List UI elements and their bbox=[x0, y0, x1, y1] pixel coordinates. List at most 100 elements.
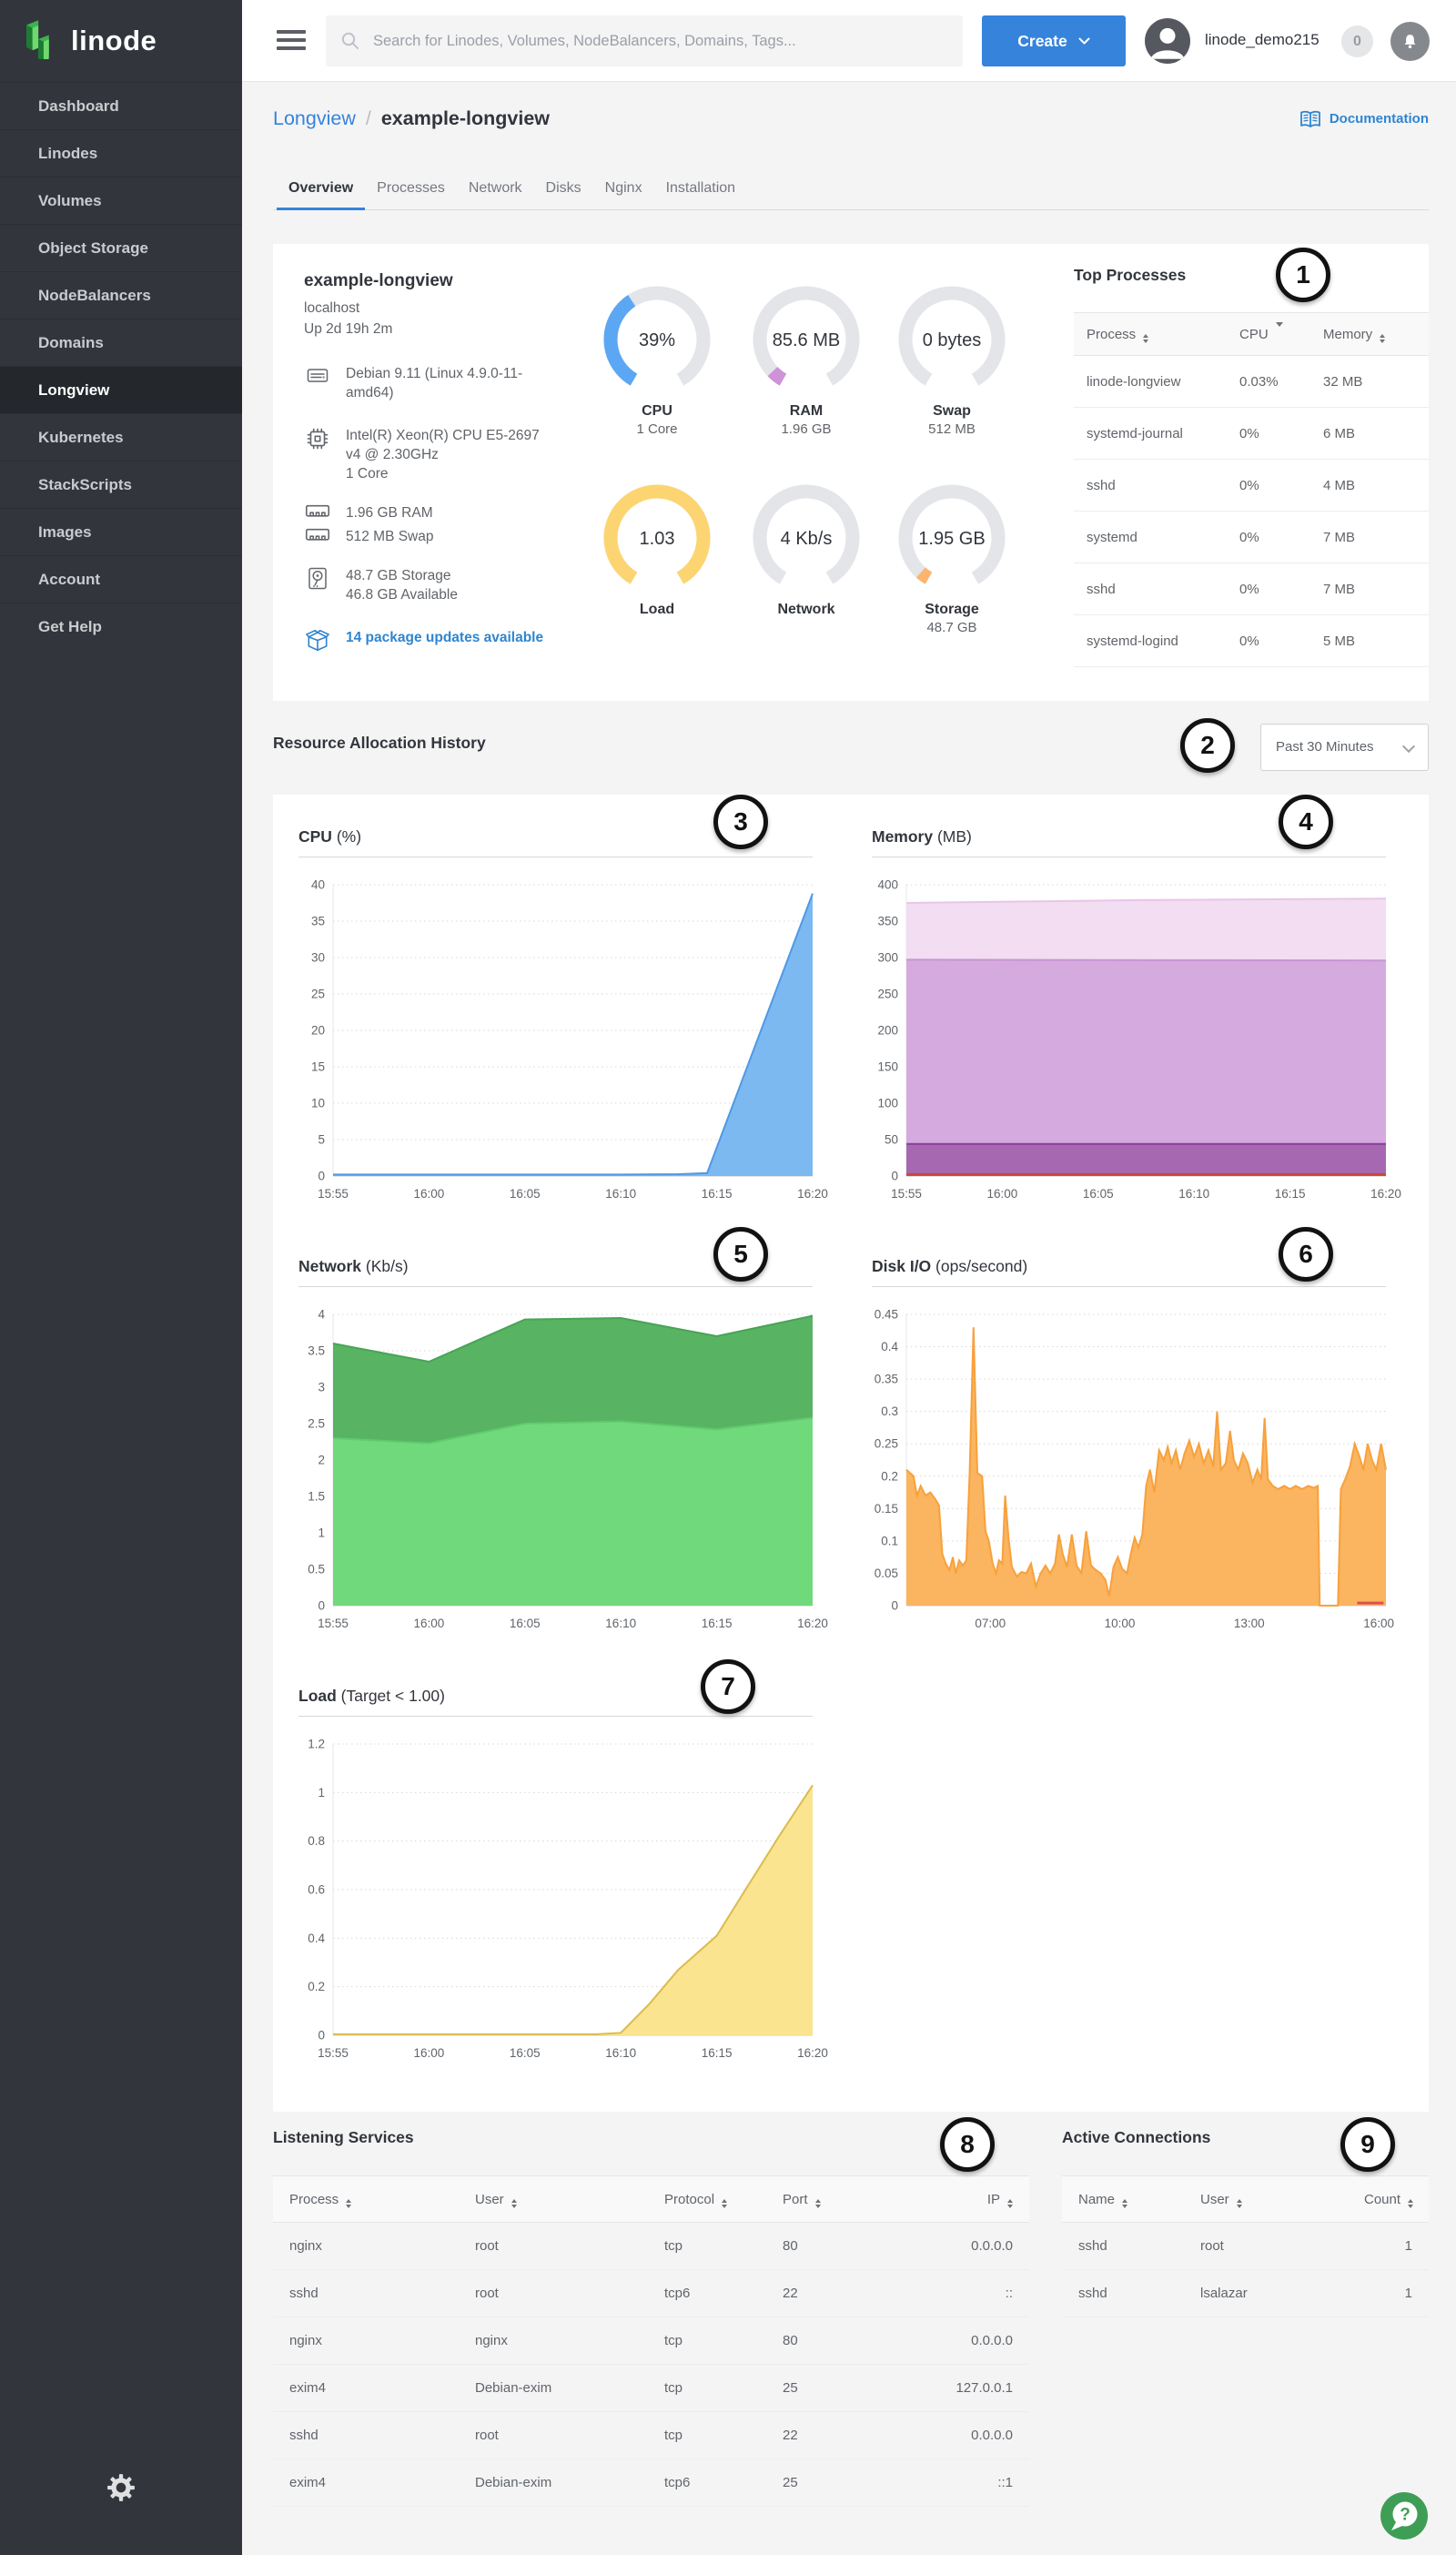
svg-text:16:05: 16:05 bbox=[510, 2046, 541, 2060]
column-header-cpu[interactable]: CPU bbox=[1227, 321, 1310, 342]
top-processes-title: Top Processes bbox=[1074, 266, 1187, 284]
table-cell: root bbox=[475, 2286, 499, 2301]
column-header-name[interactable]: Name bbox=[1062, 2191, 1184, 2208]
column-header-port[interactable]: Port bbox=[766, 2191, 875, 2208]
linode-logo[interactable]: linode bbox=[0, 0, 242, 82]
table-cell: 22 bbox=[783, 2286, 798, 2301]
column-header-process[interactable]: Process bbox=[1074, 326, 1227, 343]
column-header-process[interactable]: Process bbox=[273, 2191, 459, 2208]
tab-nginx[interactable]: Nginx bbox=[604, 180, 642, 196]
svg-text:16:15: 16:15 bbox=[1275, 1187, 1306, 1201]
table-cell: nginx bbox=[475, 2333, 508, 2348]
tab-processes[interactable]: Processes bbox=[377, 180, 445, 196]
table-row: sshd root tcp 22 0.0.0.0 bbox=[273, 2412, 1029, 2459]
create-button[interactable]: Create bbox=[982, 15, 1126, 66]
sidebar-item-longview[interactable]: Longview bbox=[0, 366, 242, 413]
table-row: sshd 0% 7 MB bbox=[1074, 563, 1429, 615]
svg-text:0.5: 0.5 bbox=[308, 1563, 325, 1577]
svg-text:25: 25 bbox=[311, 988, 325, 1001]
svg-text:0.4: 0.4 bbox=[308, 1931, 325, 1945]
svg-text:0.25: 0.25 bbox=[875, 1437, 898, 1451]
package-updates-link[interactable]: 14 package updates available bbox=[346, 630, 544, 645]
chevron-down-icon bbox=[1078, 37, 1090, 44]
sidebar-item-stackscripts[interactable]: StackScripts bbox=[0, 461, 242, 508]
listening-services-section: Process User Protocol Port IP nginx root tcp 80 0… bbox=[273, 2148, 1029, 2507]
series-load bbox=[333, 1785, 813, 2035]
gauge-sub: 512 MB bbox=[928, 421, 976, 437]
spec-row: 1.96 GB RAM bbox=[304, 503, 632, 522]
table-cell: 25 bbox=[783, 2475, 798, 2490]
gauge-network: 4 Kb/s Network bbox=[738, 480, 875, 619]
sidebar-item-get-help[interactable]: Get Help bbox=[0, 603, 242, 650]
tab-network[interactable]: Network bbox=[468, 180, 522, 196]
spec-text: 48.7 GB Storage 46.8 GB Available bbox=[346, 568, 458, 603]
table-cell: sshd bbox=[1087, 477, 1116, 493]
svg-text:3: 3 bbox=[318, 1381, 325, 1394]
help-button[interactable]: ? bbox=[1378, 2489, 1431, 2542]
table-cell: 0% bbox=[1239, 477, 1259, 493]
sidebar-item-account[interactable]: Account bbox=[0, 555, 242, 603]
svg-text:1: 1 bbox=[318, 1786, 325, 1800]
table-cell: 0% bbox=[1239, 633, 1259, 649]
sidebar-item-dashboard[interactable]: Dashboard bbox=[0, 82, 242, 129]
table-row: sshd 0% 4 MB bbox=[1074, 460, 1429, 512]
table-cell: 0.0.0.0 bbox=[971, 2333, 1013, 2348]
settings-gear-icon[interactable] bbox=[106, 2473, 136, 2502]
sidebar-item-images[interactable]: Images bbox=[0, 508, 242, 555]
table-cell: 7 MB bbox=[1323, 581, 1356, 597]
table-cell: 32 MB bbox=[1323, 373, 1363, 390]
tab-disks[interactable]: Disks bbox=[545, 180, 581, 196]
chart-title: CPU (%) bbox=[298, 827, 362, 846]
notifications-bell-icon[interactable] bbox=[1390, 22, 1430, 61]
sidebar-item-nodebalancers[interactable]: NodeBalancers bbox=[0, 271, 242, 319]
sidebar-item-domains[interactable]: Domains bbox=[0, 319, 242, 366]
svg-text:16:20: 16:20 bbox=[1370, 1187, 1401, 1201]
ram-icon bbox=[304, 503, 331, 519]
sort-icon bbox=[814, 2191, 821, 2208]
sidebar-item-linodes[interactable]: Linodes bbox=[0, 129, 242, 177]
user-avatar[interactable] bbox=[1145, 18, 1190, 64]
column-header-protocol[interactable]: Protocol bbox=[648, 2191, 766, 2208]
table-cell: sshd bbox=[1087, 581, 1116, 597]
spec-text: Debian 9.11 (Linux 4.9.0-11- amd64) bbox=[346, 366, 523, 400]
svg-text:16:05: 16:05 bbox=[510, 1617, 541, 1630]
table-cell: :: bbox=[1005, 2286, 1013, 2301]
table-cell: 1 bbox=[1404, 2238, 1412, 2254]
gauge-swap: 0 bytes Swap 512 MB bbox=[884, 281, 1020, 439]
breadcrumb-longview-link[interactable]: Longview bbox=[273, 107, 356, 129]
annotation-3: 3 bbox=[713, 795, 768, 849]
table-cell: lsalazar bbox=[1200, 2286, 1248, 2301]
hamburger-menu-icon[interactable] bbox=[277, 30, 306, 55]
sidebar-item-volumes[interactable]: Volumes bbox=[0, 177, 242, 224]
svg-text:16:15: 16:15 bbox=[702, 2046, 733, 2060]
column-header-memory[interactable]: Memory bbox=[1310, 326, 1429, 343]
documentation-link[interactable]: Documentation bbox=[1299, 110, 1429, 128]
svg-text:0: 0 bbox=[318, 2029, 325, 2043]
search-input[interactable] bbox=[371, 31, 935, 51]
column-header-count[interactable]: Count bbox=[1348, 2191, 1430, 2208]
series-used bbox=[906, 1143, 1386, 1176]
svg-text:0: 0 bbox=[318, 1170, 325, 1183]
tab-installation[interactable]: Installation bbox=[665, 180, 736, 196]
network-chart: Network (Kb/s) 0 0.5 1 1.5 2 2.5 3 3.5 4 15:55 16:0… bbox=[298, 1257, 828, 1636]
chart-title-divider bbox=[872, 1286, 1386, 1287]
table-row: exim4 Debian-exim tcp 25 127.0.0.1 bbox=[273, 2365, 1029, 2412]
column-header-ip[interactable]: IP bbox=[875, 2191, 1029, 2208]
table-row: systemd-logind 0% 5 MB bbox=[1074, 615, 1429, 667]
table-row: linode-longview 0.03% 32 MB bbox=[1074, 356, 1429, 408]
column-header-user[interactable]: User bbox=[1184, 2191, 1348, 2208]
table-cell: tcp bbox=[664, 2380, 683, 2396]
sidebar-item-object-storage[interactable]: Object Storage bbox=[0, 224, 242, 271]
svg-text:150: 150 bbox=[877, 1060, 898, 1074]
sort-icon bbox=[1122, 2191, 1128, 2208]
disk-chart-canvas: 0 0.05 0.1 0.15 0.2 0.25 0.3 0.35 0.4 0.45 07:00 10… bbox=[875, 1308, 1394, 1631]
notification-count-badge[interactable]: 0 bbox=[1341, 25, 1373, 57]
spec-row: Intel(R) Xeon(R) CPU E5-2697 v4 @ 2.30GHz… bbox=[304, 426, 632, 483]
spec-text: Intel(R) Xeon(R) CPU E5-2697 v4 @ 2.30GHz… bbox=[346, 428, 540, 482]
tab-overview[interactable]: Overview bbox=[277, 180, 366, 210]
column-header-user[interactable]: User bbox=[459, 2191, 648, 2208]
svg-text:4: 4 bbox=[318, 1308, 325, 1322]
time-range-select[interactable]: Past 30 Minutes bbox=[1260, 724, 1429, 771]
table-cell: exim4 bbox=[289, 2380, 327, 2396]
sidebar-item-kubernetes[interactable]: Kubernetes bbox=[0, 413, 242, 461]
